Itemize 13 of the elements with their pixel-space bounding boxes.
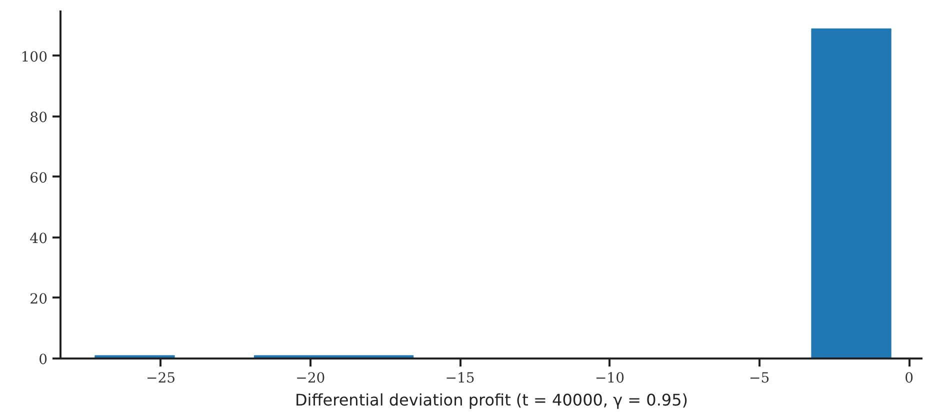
x-tick-label: −10 (594, 370, 624, 386)
x-tick-label: −15 (445, 370, 475, 386)
x-tick-label: −25 (146, 370, 176, 386)
y-tick-label: 100 (20, 49, 48, 66)
y-tick-label: 60 (30, 170, 48, 186)
y-tick-label: 0 (38, 352, 48, 368)
y-tick-label: 20 (30, 291, 48, 308)
y-tick-label: 40 (30, 230, 48, 247)
x-axis-title: Differential deviation profit (t = 40000, γ = 0.95) (294, 390, 688, 410)
x-tick-label: −20 (296, 370, 326, 386)
x-tick-label: −5 (749, 370, 770, 386)
x-tick-label: 0 (904, 370, 914, 386)
y-tick-label: 80 (30, 110, 48, 126)
